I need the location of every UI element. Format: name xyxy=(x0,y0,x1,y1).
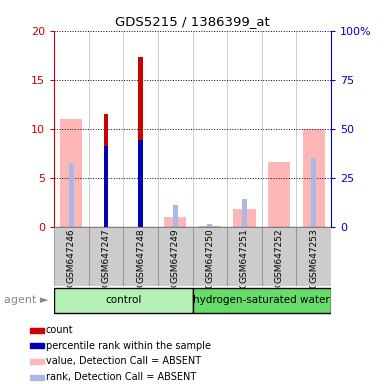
Text: value, Detection Call = ABSENT: value, Detection Call = ABSENT xyxy=(46,356,201,366)
Bar xyxy=(303,129,325,227)
Text: percentile rank within the sample: percentile rank within the sample xyxy=(46,341,211,351)
Bar xyxy=(268,162,290,227)
Text: hydrogen-saturated water: hydrogen-saturated water xyxy=(193,295,330,305)
Bar xyxy=(123,227,158,286)
Bar xyxy=(30,359,44,364)
Bar xyxy=(54,288,192,313)
Bar xyxy=(69,163,74,227)
Bar xyxy=(60,119,82,227)
Bar xyxy=(30,328,44,333)
Text: GSM647251: GSM647251 xyxy=(240,228,249,283)
Bar xyxy=(227,227,262,286)
Text: GSM647248: GSM647248 xyxy=(136,228,145,283)
Text: GSM647250: GSM647250 xyxy=(205,228,214,283)
Bar xyxy=(192,227,227,286)
Bar xyxy=(199,225,221,227)
Text: GSM647252: GSM647252 xyxy=(275,228,284,283)
Text: control: control xyxy=(105,295,141,305)
Bar xyxy=(311,158,316,227)
Text: count: count xyxy=(46,325,74,335)
Bar xyxy=(172,205,178,227)
Bar xyxy=(89,227,123,286)
Bar xyxy=(104,114,108,227)
Bar xyxy=(233,209,256,227)
Bar xyxy=(296,227,331,286)
Bar xyxy=(262,227,296,286)
Text: GSM647249: GSM647249 xyxy=(171,228,180,283)
Bar xyxy=(158,227,192,286)
Bar xyxy=(164,217,186,227)
Text: rank, Detection Call = ABSENT: rank, Detection Call = ABSENT xyxy=(46,372,196,382)
Text: agent ►: agent ► xyxy=(4,295,48,305)
Title: GDS5215 / 1386399_at: GDS5215 / 1386399_at xyxy=(115,15,270,28)
Bar xyxy=(104,146,108,227)
Bar xyxy=(138,141,143,227)
Bar xyxy=(30,375,44,380)
Text: GSM647246: GSM647246 xyxy=(67,228,76,283)
Text: GSM647247: GSM647247 xyxy=(101,228,110,283)
Text: GSM647253: GSM647253 xyxy=(309,228,318,283)
Bar xyxy=(30,343,44,348)
Bar xyxy=(207,223,213,227)
Bar xyxy=(242,199,247,227)
Bar xyxy=(138,57,143,227)
Bar xyxy=(192,288,331,313)
Bar xyxy=(54,227,89,286)
